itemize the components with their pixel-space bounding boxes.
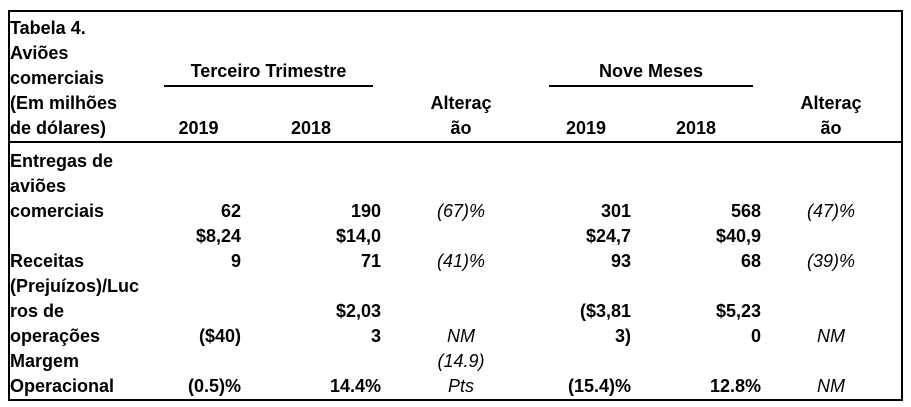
col-group-terceiro-trimestre: Terceiro Trimestre — [156, 11, 381, 87]
cell-alteracao-nm: NM — [817, 326, 845, 346]
table-row: (Prejuízos)/Luc ros de operações ($40) $… — [9, 274, 902, 349]
cell-alteracao-nm: (39)% — [806, 251, 855, 271]
cell-nm-2019: 301 — [600, 201, 631, 221]
row-label: Entregas de aviões comerciais — [10, 151, 114, 221]
cell-nm-2019: ($3,81 3) — [579, 301, 631, 346]
row-label: Margem Operacional — [10, 351, 115, 396]
cell-alteracao-nm: NM — [817, 376, 845, 396]
row-label: Receitas — [10, 251, 85, 271]
cell-alteracao-q3: NM — [447, 326, 475, 346]
table-header: Tabela 4. Aviões comerciais (Em milhões … — [9, 11, 902, 142]
cell-nm-2018: $40,9 68 — [715, 226, 761, 271]
table-body: Entregas de aviões comerciais 62 190 (67… — [9, 142, 902, 400]
header-alteracao-q3: Alteraç ão — [430, 93, 492, 138]
cell-nm-2019: $24,7 93 — [585, 226, 631, 271]
header-group-row: Tabela 4. Aviões comerciais (Em milhões … — [9, 11, 902, 138]
table-container: Tabela 4. Aviões comerciais (Em milhões … — [8, 10, 903, 401]
cell-nm-2018: 568 — [730, 201, 761, 221]
cell-q3-2019: (0.5)% — [187, 376, 241, 396]
col-group-nove-meses: Nove Meses — [541, 11, 761, 87]
cell-alteracao-q3: (67)% — [436, 201, 485, 221]
cell-q3-2018: $14,0 71 — [335, 226, 381, 271]
header-nm-2018: 2018 — [675, 118, 717, 138]
cell-q3-2018: $2,03 3 — [335, 301, 381, 346]
col-group-nove-meses-label: Nove Meses — [549, 59, 753, 87]
header-nm-2019: 2019 — [565, 118, 607, 138]
header-alteracao-nm: Alteraç ão — [800, 93, 862, 138]
header-q3-2019: 2019 — [178, 118, 219, 138]
spacer-cell — [761, 11, 902, 87]
row-label: (Prejuízos)/Luc ros de operações — [10, 276, 140, 346]
table-row: Entregas de aviões comerciais 62 190 (67… — [9, 142, 902, 224]
cell-q3-2018: 190 — [350, 201, 381, 221]
table-row: Receitas $8,24 9 $14,0 71 (41)% $24,7 93… — [9, 224, 902, 274]
cell-q3-2018: 14.4% — [329, 376, 381, 396]
col-group-terceiro-trimestre-label: Terceiro Trimestre — [164, 59, 373, 87]
cell-q3-2019: $8,24 9 — [195, 226, 241, 271]
table-title: Tabela 4. Aviões comerciais (Em milhões … — [10, 18, 118, 138]
header-q3-2018: 2018 — [290, 118, 332, 138]
cell-q3-2019: 62 — [220, 201, 241, 221]
table-row: Margem Operacional (0.5)% 14.4% (14.9) P… — [9, 349, 902, 400]
cell-q3-2019: ($40) — [198, 326, 241, 346]
header-year-row: 2019 2018 Alteraç ão 2019 2018 Alteraç ã… — [9, 87, 902, 142]
cell-nm-2018: $5,23 0 — [715, 301, 761, 346]
cell-alteracao-nm: (47)% — [806, 201, 855, 221]
cell-nm-2019: (15.4)% — [567, 376, 631, 396]
cell-nm-2018: 12.8% — [709, 376, 761, 396]
cell-alteracao-q3: (14.9) Pts — [437, 351, 485, 396]
cell-alteracao-q3: (41)% — [436, 251, 485, 271]
spacer-cell — [381, 11, 541, 87]
commercial-airplanes-financial-table: Tabela 4. Aviões comerciais (Em milhões … — [8, 10, 903, 401]
